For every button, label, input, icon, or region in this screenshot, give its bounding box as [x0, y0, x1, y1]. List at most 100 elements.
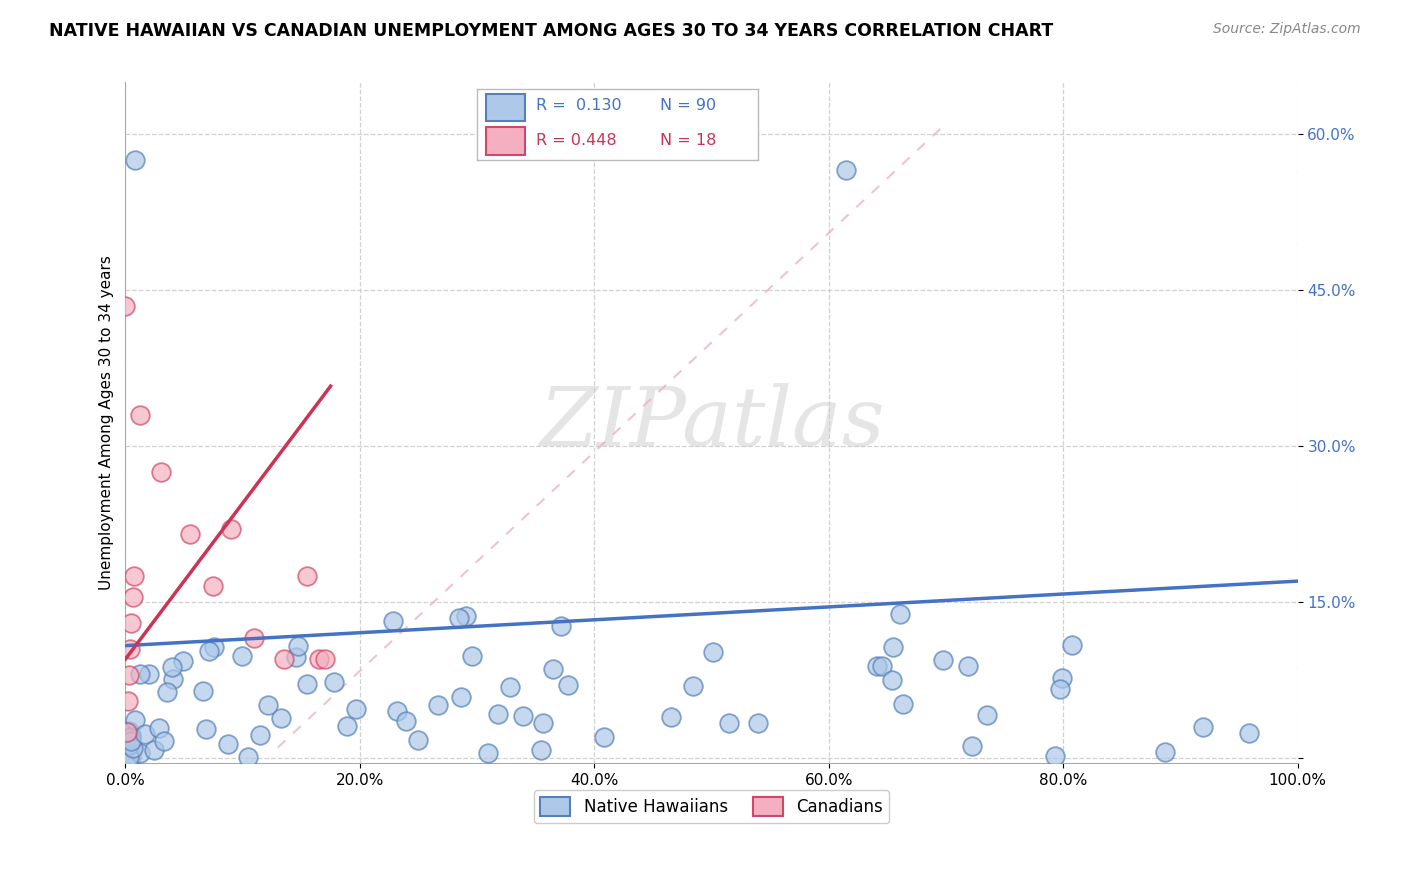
Point: [550, 618, 572, 632]
Point: [957, 659, 980, 673]
Point: [120, 731, 142, 745]
Point: [593, 730, 616, 744]
Point: [531, 716, 554, 731]
Point: [486, 707, 509, 722]
Point: [308, 652, 330, 666]
Text: NATIVE HAWAIIAN VS CANADIAN UNEMPLOYMENT AMONG AGES 30 TO 34 YEARS CORRELATION C: NATIVE HAWAIIAN VS CANADIAN UNEMPLOYMENT…: [49, 22, 1053, 40]
Y-axis label: Unemployment Among Ages 30 to 34 years: Unemployment Among Ages 30 to 34 years: [100, 255, 114, 590]
Point: [122, 569, 145, 583]
Point: [344, 702, 367, 716]
Point: [932, 653, 955, 667]
Point: [661, 710, 683, 724]
Point: [172, 654, 194, 668]
Point: [156, 685, 179, 699]
Point: [1045, 748, 1067, 763]
Point: [122, 740, 145, 755]
Point: [461, 648, 484, 663]
Point: [718, 715, 741, 730]
Point: [120, 728, 142, 742]
Point: [882, 673, 904, 687]
Point: [219, 522, 242, 536]
Point: [117, 694, 139, 708]
Point: [530, 743, 553, 757]
Point: [426, 698, 449, 712]
Point: [243, 632, 266, 646]
Point: [114, 736, 136, 750]
Point: [557, 678, 579, 692]
Point: [835, 163, 858, 178]
Point: [1239, 725, 1261, 739]
Point: [118, 749, 141, 764]
Point: [882, 640, 904, 654]
Point: [120, 615, 142, 630]
Point: [1049, 681, 1071, 696]
Point: [295, 569, 318, 583]
Point: [1191, 720, 1213, 734]
Point: [747, 716, 769, 731]
Point: [118, 738, 141, 752]
Point: [866, 658, 889, 673]
Point: [406, 733, 429, 747]
Point: [134, 727, 156, 741]
Point: [217, 737, 239, 751]
Point: [287, 639, 309, 653]
Point: [149, 465, 172, 479]
Point: [512, 709, 534, 723]
Point: [138, 666, 160, 681]
Point: [143, 743, 166, 757]
Point: [118, 737, 141, 751]
Point: [499, 680, 522, 694]
Point: [1060, 638, 1083, 652]
Point: [118, 724, 141, 739]
Point: [202, 579, 225, 593]
Legend: Native Hawaiians, Canadians: Native Hawaiians, Canadians: [534, 790, 890, 823]
Point: [128, 408, 150, 422]
Point: [322, 675, 344, 690]
Point: [129, 747, 152, 761]
Point: [160, 660, 183, 674]
Point: [114, 298, 136, 312]
Point: [162, 673, 184, 687]
Point: [120, 734, 142, 748]
Point: [191, 683, 214, 698]
Point: [1154, 746, 1177, 760]
Point: [249, 728, 271, 742]
Point: [336, 718, 359, 732]
Point: [456, 609, 478, 624]
Point: [197, 643, 219, 657]
Point: [114, 739, 136, 754]
Point: [120, 750, 142, 764]
Point: [872, 658, 894, 673]
Text: Source: ZipAtlas.com: Source: ZipAtlas.com: [1213, 22, 1361, 37]
Point: [148, 721, 170, 735]
Point: [960, 739, 983, 753]
Point: [395, 714, 418, 729]
Point: [153, 734, 176, 748]
Point: [195, 723, 218, 737]
Point: [236, 750, 259, 764]
Point: [477, 746, 499, 760]
Text: ZIPatlas: ZIPatlas: [538, 383, 884, 463]
Point: [450, 690, 472, 705]
Point: [120, 730, 142, 744]
Point: [297, 676, 319, 690]
Point: [447, 611, 470, 625]
Point: [118, 747, 141, 762]
Point: [889, 607, 911, 622]
Point: [682, 679, 704, 693]
Point: [118, 739, 141, 753]
Point: [543, 662, 565, 676]
Point: [381, 614, 404, 628]
Point: [270, 711, 292, 725]
Point: [118, 667, 141, 681]
Point: [120, 641, 142, 656]
Point: [117, 734, 139, 748]
Point: [124, 153, 146, 167]
Point: [314, 652, 336, 666]
Point: [387, 704, 409, 718]
Point: [231, 648, 253, 663]
Point: [124, 713, 146, 727]
Point: [129, 667, 152, 681]
Point: [554, 101, 576, 115]
Point: [1052, 671, 1074, 685]
